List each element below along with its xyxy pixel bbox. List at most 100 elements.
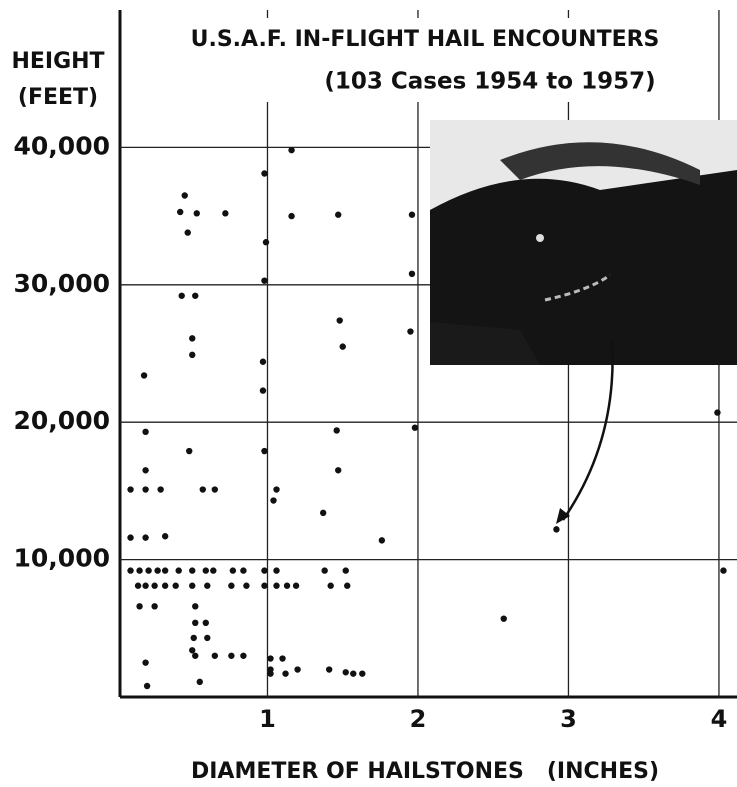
point [339,343,346,350]
point [553,526,560,533]
point [378,537,386,544]
point [142,534,149,541]
point [240,652,247,659]
point [189,335,196,342]
point [714,409,721,416]
point [142,467,149,474]
point [243,582,250,589]
point [142,582,149,589]
point [267,670,274,677]
point [336,317,343,324]
point [211,652,219,659]
point [350,670,357,677]
point [142,486,149,493]
point [319,509,327,517]
point [335,467,342,474]
point [411,424,419,431]
point [288,146,295,154]
point [325,666,333,673]
arrow-head [556,508,570,524]
point [333,427,340,434]
point [193,210,200,217]
point [151,582,158,589]
y-tick-label: 10,000 [14,544,110,573]
point [192,603,199,610]
point [136,603,143,610]
point [259,358,267,365]
point [192,292,199,299]
point [189,582,196,589]
point [172,582,179,589]
point [500,615,507,622]
point [190,634,197,642]
point [335,211,342,218]
point [192,619,199,627]
point [408,211,416,218]
point [267,655,274,662]
point [157,486,164,493]
point [273,582,280,589]
point [189,567,196,574]
point [181,192,188,199]
point [344,582,351,589]
point [229,567,237,574]
point [154,567,161,574]
y-axis-label: HEIGHT [11,49,104,74]
point [196,678,203,686]
point [327,582,334,589]
point [273,567,280,574]
point [283,582,291,589]
point [359,670,366,677]
photo-inset [430,120,737,365]
point [210,567,217,574]
point [321,567,328,574]
point [292,582,300,589]
point [175,567,182,574]
point [204,634,211,642]
point [259,387,267,394]
point [161,533,169,540]
point [199,486,206,493]
x-axis-label: DIAMETER OF HAILSTONES (INCHES) [191,759,659,784]
x-tick-label: 1 [259,705,276,733]
point [294,666,301,673]
point [134,582,142,589]
point [143,682,151,690]
point [189,647,196,654]
point [145,567,152,574]
y-tick-label: 40,000 [14,131,110,160]
point [211,486,219,493]
y-tick-label: 20,000 [14,406,110,435]
point [204,582,211,589]
point [261,447,268,455]
point [262,239,270,246]
point [161,582,169,589]
title-box [145,18,700,102]
point [202,619,209,627]
point [222,210,229,217]
point [261,567,268,574]
point [192,652,199,659]
x-tick-label: 4 [711,705,728,733]
point [342,669,349,676]
point [720,567,727,574]
point [178,292,185,299]
point [186,447,193,455]
point [184,229,191,236]
point [279,655,286,662]
point [407,328,414,335]
point [142,428,149,436]
point [189,351,196,359]
point [127,486,134,493]
point [261,582,268,589]
point [142,659,149,666]
point [408,270,416,278]
point [151,603,158,610]
point [270,497,277,504]
point [240,567,247,574]
point [228,652,235,659]
point [228,582,235,589]
point [342,567,349,574]
point [127,567,134,574]
